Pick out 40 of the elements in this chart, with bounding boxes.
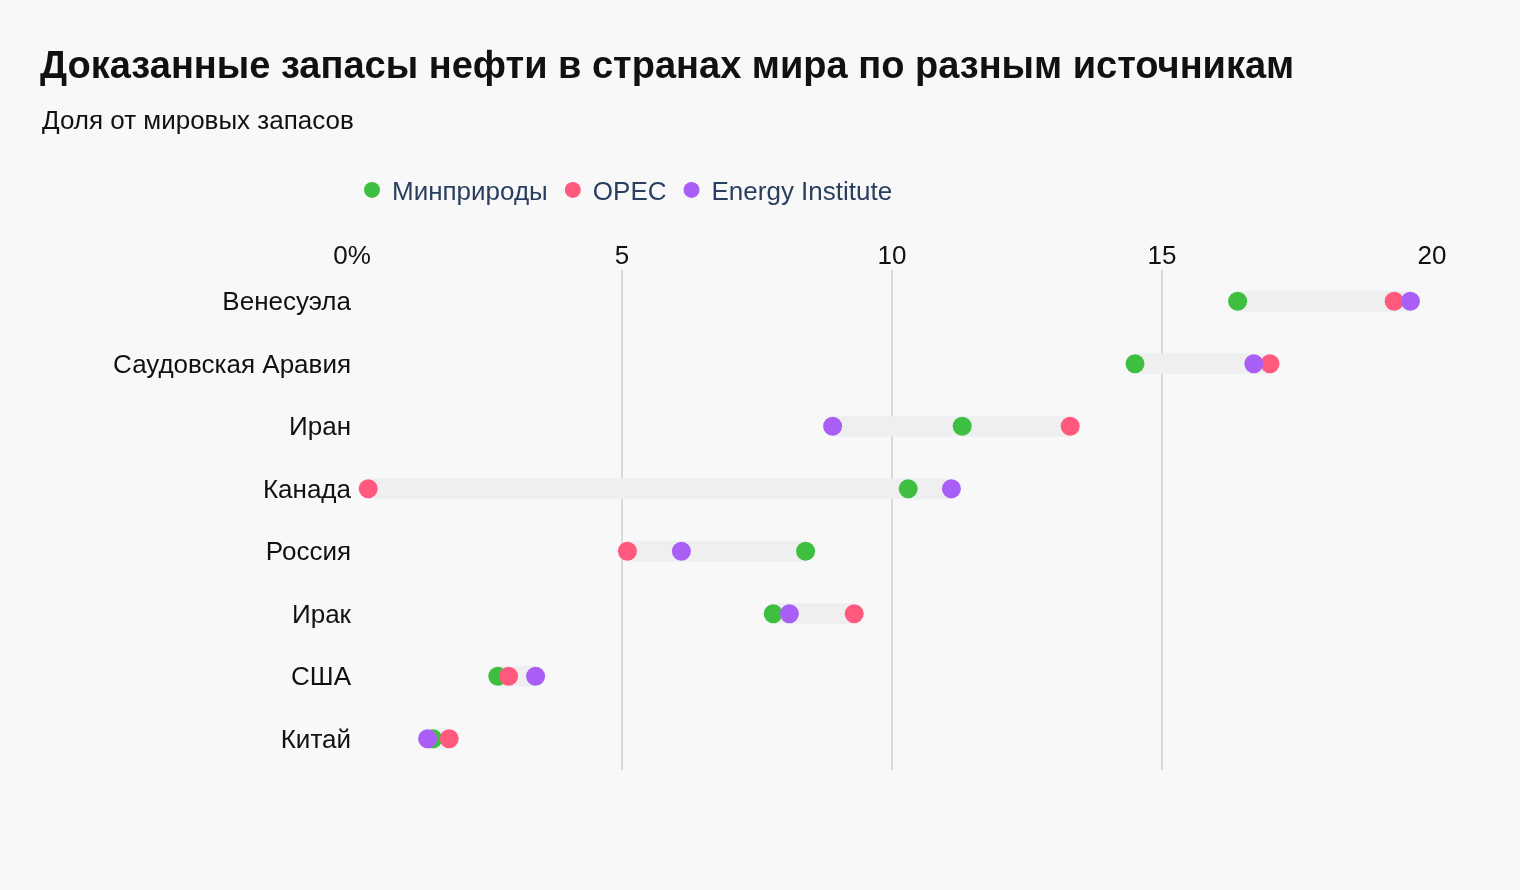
point xyxy=(358,479,378,499)
point xyxy=(439,729,459,749)
y-tick-label: Россия xyxy=(265,536,351,567)
point xyxy=(526,666,546,686)
legend-label: Минприроды xyxy=(392,176,548,207)
x-tick-label: 15 xyxy=(1147,239,1177,270)
point xyxy=(1400,291,1420,311)
point xyxy=(844,604,864,624)
point xyxy=(1384,291,1404,311)
y-tick-label: Ирак xyxy=(292,598,352,629)
point xyxy=(1244,354,1264,374)
x-tick-label: 5 xyxy=(614,239,630,270)
point xyxy=(671,541,691,561)
x-tick-label: 20 xyxy=(1417,239,1447,270)
y-tick-label: Иран xyxy=(289,411,351,442)
point xyxy=(823,416,843,436)
point xyxy=(898,479,918,499)
y-tick-label: Канада xyxy=(262,473,352,504)
point xyxy=(418,729,438,749)
y-tick-label: США xyxy=(291,661,352,692)
y-tick-label: Китай xyxy=(280,723,351,754)
point xyxy=(1060,416,1080,436)
point xyxy=(779,604,799,624)
point xyxy=(1125,354,1145,374)
chart-subtitle: Доля от мировых запасов xyxy=(42,105,354,135)
y-tick-label: Венесуэла xyxy=(222,286,352,317)
point xyxy=(796,541,816,561)
legend-label: OPEC xyxy=(592,176,667,207)
point xyxy=(763,604,783,624)
bar xyxy=(367,478,952,499)
point xyxy=(941,479,961,499)
point xyxy=(617,541,637,561)
point xyxy=(1228,291,1248,311)
x-tick-label: 10 xyxy=(877,239,907,270)
point xyxy=(952,416,972,436)
x-tick-label: 0% xyxy=(333,239,371,270)
legend-label: Energy Institute xyxy=(711,176,893,207)
point xyxy=(1260,354,1280,374)
chart-title: Доказанные запасы нефти в странах мира по разным источникам xyxy=(40,44,1295,87)
y-tick-label: Саудовская Аравия xyxy=(113,348,351,379)
